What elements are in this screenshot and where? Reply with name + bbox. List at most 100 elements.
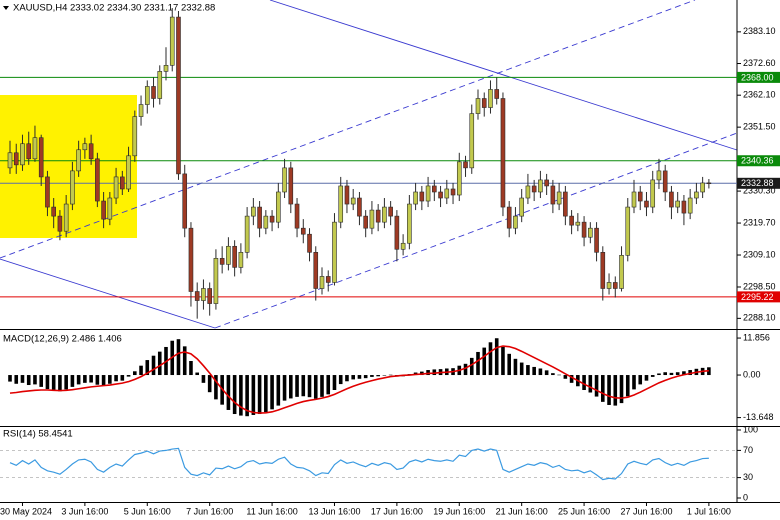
candle-body <box>637 191 643 202</box>
rsi-pane-title: RSI(14) 58.4541 <box>3 429 73 440</box>
candle-body <box>494 89 500 99</box>
macd-bar <box>282 375 287 401</box>
candle-body <box>176 16 181 175</box>
candle-body <box>531 185 537 193</box>
candle-body <box>382 206 387 223</box>
x-tick-label: 11 Jun 16:00 <box>246 506 297 516</box>
macd-bar <box>332 375 337 391</box>
price-level-box <box>737 291 780 303</box>
candle-body <box>525 185 531 199</box>
candle-body <box>300 227 306 235</box>
candle-body <box>556 191 562 205</box>
candle-body <box>63 203 69 232</box>
macd-bar <box>638 375 643 385</box>
macd-bar <box>76 375 81 385</box>
macd-pane-title: MACD(12,26,9) 2.486 1.406 <box>3 334 122 345</box>
candle-body <box>257 206 262 229</box>
macd-bar <box>45 375 50 390</box>
candle-body <box>76 149 81 172</box>
x-tick-label: 21 Jun 16:00 <box>496 506 548 516</box>
macd-bar <box>176 339 181 376</box>
macd-bar <box>239 375 243 416</box>
x-tick-label: 7 Jun 16:00 <box>186 506 233 516</box>
y-tick-label: 2351.50 <box>743 122 776 132</box>
candle-body <box>444 188 450 199</box>
macd-bar <box>538 368 543 376</box>
candle-body <box>519 197 524 217</box>
candle-body <box>706 182 712 184</box>
macd-bar <box>544 370 549 376</box>
candle-body <box>513 215 518 229</box>
macd-bar <box>551 373 555 376</box>
macd-bar <box>382 375 387 376</box>
macd-bar <box>95 375 100 385</box>
x-tick-label: 13 Jun 16:00 <box>308 506 360 516</box>
candle-body <box>107 197 113 220</box>
macd-bar <box>151 355 156 376</box>
macd-bar <box>469 357 474 376</box>
macd-bar <box>688 370 692 376</box>
candle-body <box>612 282 618 289</box>
price-level-label: 2332.88 <box>741 178 774 188</box>
candle-body <box>144 86 150 105</box>
candle-body <box>325 276 331 283</box>
candle-body <box>26 143 32 160</box>
macd-bar <box>295 375 299 397</box>
y-tick-label: 0 <box>743 492 748 502</box>
candle-body <box>369 209 375 229</box>
candle-body <box>263 215 269 229</box>
candle-body <box>606 282 612 289</box>
x-tick-label: 5 Jun 16:00 <box>124 506 171 516</box>
candle-body <box>700 182 705 193</box>
macd-bar <box>58 375 62 392</box>
macd-bar <box>189 361 193 376</box>
candle-body <box>163 65 169 72</box>
macd-bar <box>532 366 536 376</box>
candle-body <box>70 170 75 205</box>
x-tick-label: 27 Jun 16:00 <box>620 506 672 516</box>
candle-body <box>625 206 631 256</box>
candle-body <box>631 191 637 208</box>
candle-body <box>307 233 312 253</box>
candle-body <box>13 152 19 166</box>
candle-body <box>694 191 699 199</box>
y-tick-label: 11.856 <box>743 332 770 342</box>
candle-body <box>219 258 225 265</box>
macd-bar <box>226 375 231 410</box>
macd-bar <box>251 375 256 415</box>
y-tick-label: 100 <box>743 424 758 434</box>
macd-bar <box>357 375 362 379</box>
candle-body <box>101 200 106 220</box>
macd-bar <box>669 372 674 376</box>
candle-body <box>201 288 206 301</box>
candle-body <box>151 86 156 99</box>
macd-bar <box>301 375 306 397</box>
highlight-box <box>0 95 137 238</box>
candle-body <box>344 185 350 205</box>
candle-body <box>20 143 25 166</box>
macd-bar <box>488 342 493 376</box>
candle-body <box>319 276 325 289</box>
candle-body <box>338 185 344 223</box>
macd-bar <box>26 375 31 386</box>
candle-body <box>575 221 581 226</box>
candle-body <box>132 116 138 157</box>
macd-bar <box>20 375 25 383</box>
macd-bar <box>345 375 349 382</box>
macd-bar <box>257 375 262 415</box>
macd-bar <box>526 365 530 376</box>
price-level-label: 2295.22 <box>741 292 774 302</box>
candle-body <box>288 167 294 205</box>
y-tick-label: 2372.60 <box>743 58 776 68</box>
candle-body <box>282 167 287 193</box>
macd-bar <box>8 375 12 382</box>
x-tick-label: 25 Jun 16:00 <box>558 506 610 516</box>
y-tick-label: 2319.70 <box>743 217 776 227</box>
y-tick-label: 2362.10 <box>743 90 776 100</box>
candle-body <box>550 185 556 205</box>
channel-line <box>214 132 738 329</box>
macd-bar <box>232 375 237 415</box>
y-tick-label: 2383.10 <box>743 26 776 36</box>
candle-body <box>544 179 549 187</box>
